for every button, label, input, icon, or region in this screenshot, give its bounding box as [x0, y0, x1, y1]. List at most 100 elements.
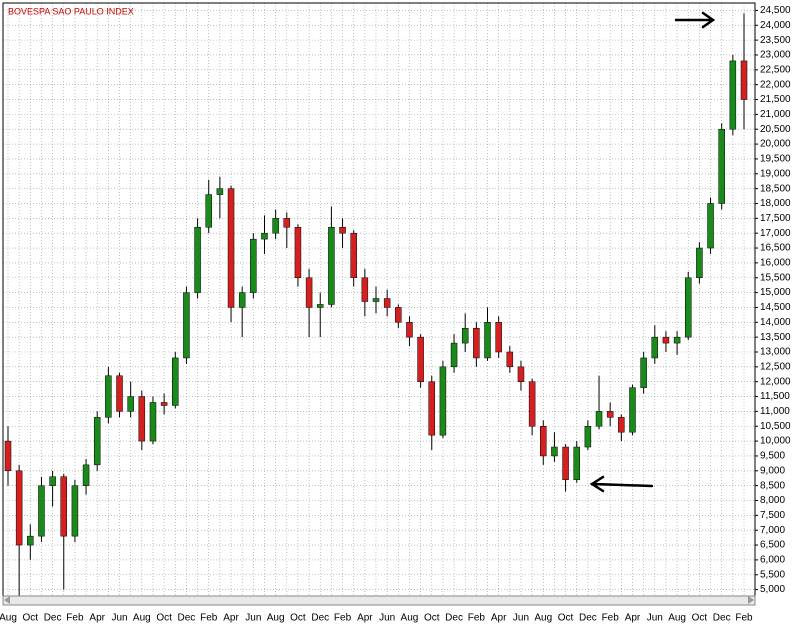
x-tick-label: Dec [44, 613, 62, 624]
x-tick-label: Jun [379, 613, 395, 624]
candle-body [172, 357, 179, 406]
y-tick-label: 16,500 [760, 243, 791, 254]
candle-body [294, 226, 302, 278]
x-tick-label: Apr [491, 613, 507, 624]
x-tick-label: Jun [245, 613, 261, 624]
y-tick-label: 18,500 [760, 183, 791, 194]
x-tick-label: Dec [579, 613, 597, 624]
y-tick-label: 8,500 [760, 480, 785, 491]
y-tick-label: 10,000 [760, 436, 791, 447]
candle-body [160, 402, 168, 406]
x-tick-label: Oct [290, 613, 306, 624]
candle-body [696, 247, 703, 278]
x-tick-label: Apr [223, 613, 239, 624]
x-tick-label: Aug [534, 613, 552, 624]
y-tick-label: 6,500 [760, 540, 785, 551]
y-tick-label: 24,500 [760, 5, 791, 16]
candle-body [618, 417, 625, 433]
candle-body [673, 336, 681, 344]
candle-body [707, 203, 714, 249]
candle-body [528, 381, 536, 427]
candle-body [105, 375, 112, 418]
candle-body [149, 402, 157, 442]
candle-body [216, 188, 224, 195]
y-tick-label: 11,000 [760, 406, 790, 417]
candle-body [551, 446, 558, 457]
x-tick-label: Feb [334, 613, 352, 624]
candle-body [316, 304, 324, 308]
x-tick-label: Jun [111, 613, 127, 624]
x-tick-label: Apr [89, 613, 105, 624]
candle-body [718, 128, 725, 204]
x-tick-label: Jun [513, 613, 529, 624]
candle-body [183, 292, 190, 359]
y-tick-label: 17,500 [760, 213, 791, 224]
x-tick-label: Feb [66, 613, 84, 624]
candle-body [238, 292, 246, 308]
candle-body [506, 351, 514, 368]
candle-body [606, 411, 614, 418]
candle-body [406, 322, 413, 338]
x-tick-label: Dec [713, 613, 731, 624]
y-tick-label: 7,000 [760, 525, 785, 536]
y-tick-label: 9,500 [760, 451, 785, 462]
grid [3, 3, 755, 600]
y-tick-label: 18,000 [760, 198, 791, 209]
x-tick-label: Aug [668, 613, 686, 624]
candle-body [473, 327, 480, 359]
candle-body [283, 218, 291, 228]
y-tick-label: 12,000 [760, 376, 791, 387]
candle-body [350, 232, 357, 278]
y-tick-label: 19,000 [760, 168, 791, 179]
y-tick-label: 8,000 [760, 495, 785, 506]
x-tick-label: Apr [625, 613, 641, 624]
candle-body [428, 381, 436, 436]
candle-body [328, 226, 335, 305]
y-tick-label: 7,500 [760, 510, 785, 521]
candle-body [138, 396, 146, 442]
y-tick-label: 15,000 [760, 287, 791, 298]
candle-body [261, 232, 268, 240]
candle-body [38, 485, 45, 537]
candle-body [60, 476, 68, 537]
candle-body [450, 342, 458, 368]
candle-body [395, 307, 402, 323]
candle-body [93, 417, 101, 466]
x-tick-label: Feb [602, 613, 620, 624]
candle-body [194, 226, 201, 293]
candle-body [82, 464, 90, 486]
candle-body [339, 226, 346, 234]
candle-body [227, 188, 235, 308]
candle-body [439, 366, 447, 436]
candle-body [584, 425, 592, 448]
chart-title: BOVESPA SAO PAULO INDEX [8, 6, 134, 16]
x-tick-label: Aug [267, 613, 285, 624]
x-tick-label: Aug [401, 613, 419, 624]
candle-body [595, 411, 603, 427]
candle-body [372, 298, 380, 302]
y-tick-label: 13,500 [760, 332, 791, 343]
y-tick-label: 10,500 [760, 421, 791, 432]
arrow-top [674, 11, 716, 29]
candle-body [562, 446, 569, 480]
x-tick-label: Oct [558, 613, 574, 624]
y-tick-label: 19,500 [760, 154, 791, 165]
candle-body [15, 470, 23, 546]
candle-body [49, 476, 56, 486]
scroll-bar [2, 595, 756, 606]
y-tick-label: 15,500 [760, 272, 791, 283]
candle-body [205, 194, 212, 228]
y-tick-label: 5,000 [760, 584, 785, 595]
y-tick-label: 23,000 [760, 50, 791, 61]
y-tick-label: 22,500 [760, 64, 791, 75]
x-tick-label: Jun [647, 613, 663, 624]
y-tick-label: 17,000 [760, 228, 791, 239]
candle-body [484, 322, 491, 359]
y-tick-label: 6,000 [760, 555, 785, 566]
candle-body [517, 366, 525, 382]
candle-body [495, 322, 502, 353]
x-tick-label: Oct [692, 613, 708, 624]
x-tick-label: Feb [468, 613, 486, 624]
